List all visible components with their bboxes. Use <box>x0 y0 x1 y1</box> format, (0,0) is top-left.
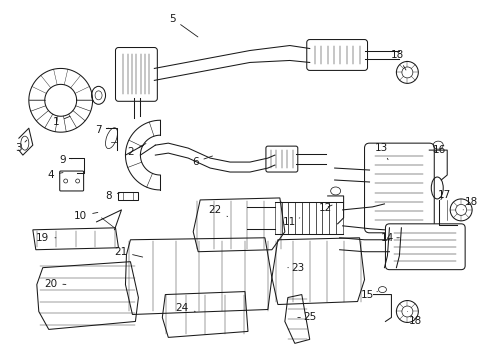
Bar <box>322 202 328 234</box>
Text: 21: 21 <box>114 247 142 257</box>
Text: 15: 15 <box>360 289 377 300</box>
Text: 13: 13 <box>374 143 387 160</box>
Text: 16: 16 <box>432 145 445 155</box>
Text: 12: 12 <box>318 203 332 213</box>
Bar <box>281 202 288 234</box>
Text: 9: 9 <box>59 155 73 165</box>
FancyBboxPatch shape <box>60 171 83 191</box>
Text: 7: 7 <box>95 125 108 135</box>
FancyBboxPatch shape <box>265 146 297 172</box>
Bar <box>288 202 295 234</box>
FancyBboxPatch shape <box>385 224 464 270</box>
Bar <box>302 202 308 234</box>
Bar <box>328 202 335 234</box>
Bar <box>308 202 315 234</box>
Text: 25: 25 <box>297 312 316 323</box>
Text: 2: 2 <box>127 144 145 157</box>
Text: 24: 24 <box>175 302 195 312</box>
Bar <box>274 202 281 234</box>
Text: 3: 3 <box>16 140 27 153</box>
Bar <box>335 202 342 234</box>
Text: 4: 4 <box>47 170 63 180</box>
Text: 5: 5 <box>169 14 198 37</box>
Text: 14: 14 <box>380 233 399 243</box>
FancyBboxPatch shape <box>364 143 433 233</box>
Bar <box>295 202 302 234</box>
FancyBboxPatch shape <box>306 40 367 71</box>
Text: 10: 10 <box>74 211 98 221</box>
FancyBboxPatch shape <box>115 48 157 101</box>
Text: 19: 19 <box>36 233 56 243</box>
Text: 18: 18 <box>462 197 477 210</box>
Bar <box>315 202 322 234</box>
Text: 23: 23 <box>287 263 304 273</box>
Text: 17: 17 <box>437 190 450 200</box>
Text: 11: 11 <box>283 217 299 227</box>
Text: 1: 1 <box>52 116 70 127</box>
Text: 18: 18 <box>407 311 421 327</box>
Text: 6: 6 <box>191 156 212 167</box>
Text: 18: 18 <box>390 50 405 70</box>
Text: 22: 22 <box>208 205 227 217</box>
Text: 8: 8 <box>105 191 120 201</box>
Text: 20: 20 <box>44 279 66 289</box>
